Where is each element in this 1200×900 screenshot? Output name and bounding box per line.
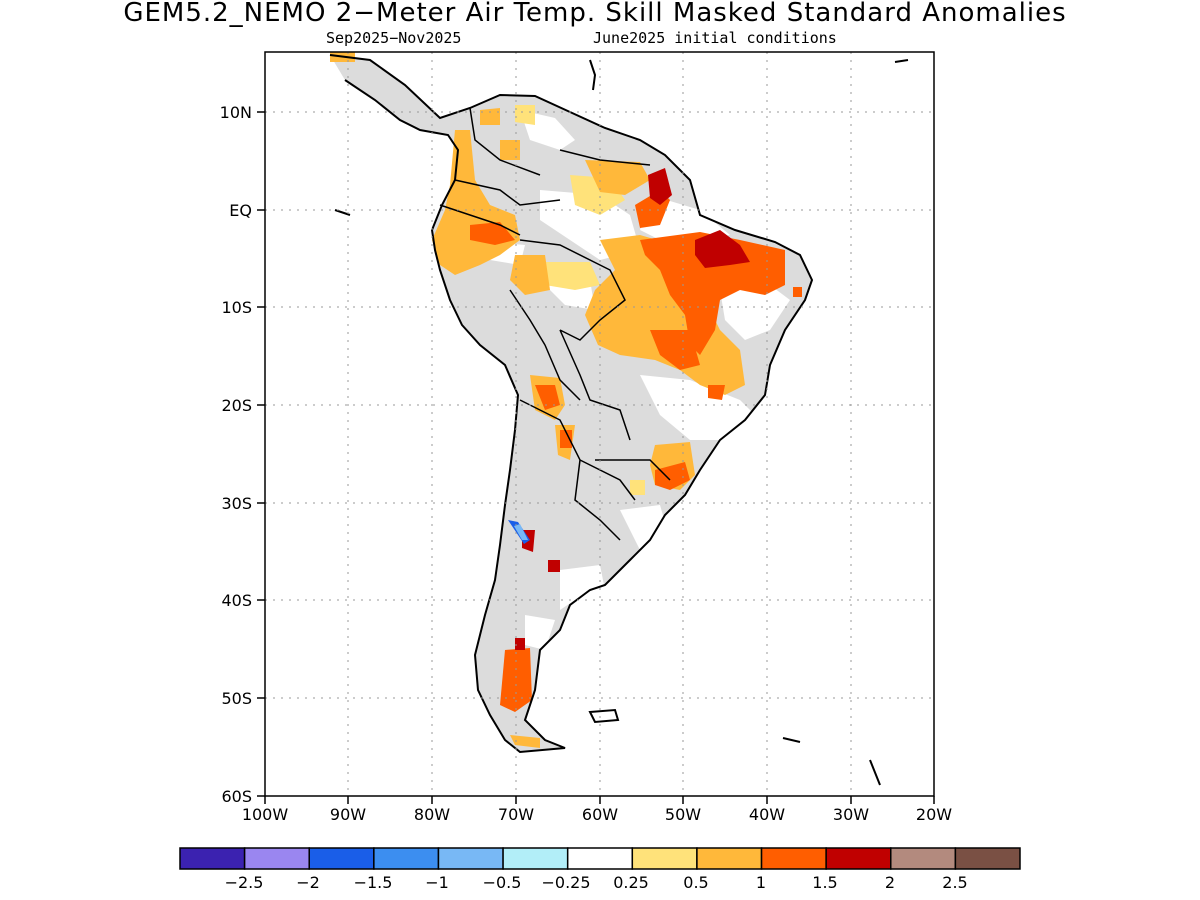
anomaly-1-1.5: [470, 190, 802, 712]
lat-label: 10N: [220, 103, 252, 122]
orange-patch: [510, 255, 550, 295]
dark-orange-patch: [793, 287, 802, 297]
lat-label: EQ: [229, 201, 252, 220]
dark-orange-patch: [708, 385, 725, 400]
yellow-patch: [515, 105, 535, 125]
white-patch: [620, 505, 670, 550]
falkland-islands: [588, 708, 620, 724]
colorbar-swatch: [437, 847, 504, 870]
colorbar-swatch: [954, 847, 1021, 870]
map-title: GEM5.2_NEMO 2−Meter Air Temp. Skill Mask…: [123, 0, 1067, 28]
colorbar-label: −2: [296, 873, 320, 892]
colorbar-labels: −2.5 −2 −1.5 −1 −0.5 −0.25 0.25 0.5 1 1.…: [225, 873, 968, 892]
colorbar-swatch: [825, 847, 892, 870]
colorbar-label: −1.5: [354, 873, 393, 892]
galapagos: [334, 209, 351, 216]
colorbar-label: 1.5: [812, 873, 837, 892]
colorbar-swatch: [502, 847, 569, 870]
colorbar-swatch: [373, 847, 440, 870]
islands: [334, 59, 909, 786]
lon-label: 20W: [916, 805, 952, 824]
light-blue-patch: [514, 524, 528, 540]
colorbar-label: 0.25: [613, 873, 649, 892]
lat-labels: 10N EQ 10S 20S 30S 40S 50S 60S: [220, 103, 252, 806]
colorbar-swatch: [760, 847, 827, 870]
yellow-patch: [630, 480, 645, 495]
lat-label: 60S: [221, 787, 252, 806]
colorbar-swatch: [179, 847, 246, 870]
negative-anomalies: [508, 520, 530, 544]
subtitle-initial-conditions: June2025 initial conditions: [593, 29, 837, 47]
red-patch: [548, 560, 560, 572]
yellow-patch: [540, 262, 600, 290]
subtitle-season: Sep2025−Nov2025: [326, 29, 462, 47]
colorbar-label: −0.5: [483, 873, 522, 892]
caribbean-islands: [589, 59, 597, 91]
lon-label: 60W: [582, 805, 618, 824]
lat-label: 30S: [221, 494, 252, 513]
red-patch: [695, 230, 750, 268]
colorbar-label: 2: [885, 873, 895, 892]
south-georgia: [782, 737, 801, 743]
dark-orange-patch: [640, 232, 785, 355]
white-patch: [720, 285, 790, 340]
coastline: [329, 54, 814, 754]
dark-orange-patch: [560, 430, 572, 448]
dark-orange-patch: [500, 648, 532, 712]
colorbar: [179, 847, 1021, 870]
colorbar-swatch: [243, 847, 310, 870]
red-patch: [648, 168, 672, 205]
dark-orange-patch: [650, 330, 700, 370]
orange-patch: [585, 235, 745, 395]
atlantic-islet: [869, 759, 881, 786]
white-patch: [640, 375, 760, 440]
colorbar-label: 1: [756, 873, 766, 892]
caribbean-islet: [894, 59, 909, 63]
dark-orange-patch: [655, 462, 690, 490]
lon-label: 80W: [414, 805, 450, 824]
coastlines: [329, 54, 814, 754]
country-border: [439, 107, 671, 541]
colorbar-swatch: [566, 847, 634, 870]
white-patch: [525, 615, 555, 650]
lat-label: 10S: [221, 298, 252, 317]
orange-patch: [585, 160, 650, 195]
lat-label: 50S: [221, 689, 252, 708]
lon-label: 100W: [242, 805, 289, 824]
lon-labels: 100W 90W 80W 70W 60W 50W 40W 30W 20W: [242, 805, 952, 824]
lon-label: 70W: [498, 805, 534, 824]
colorbar-label: −2.5: [225, 873, 264, 892]
red-patch: [515, 638, 525, 650]
colorbar-label: −0.25: [541, 873, 590, 892]
colorbar-label: 2.5: [942, 873, 967, 892]
dark-orange-patch: [470, 222, 515, 245]
colorbar-swatch: [631, 847, 698, 870]
orange-patch: [480, 108, 500, 125]
dark-orange-patch: [535, 385, 560, 410]
lon-label: 90W: [330, 805, 366, 824]
axis-ticks: [257, 111, 935, 804]
colorbar-label: −1: [425, 873, 449, 892]
lon-label: 50W: [665, 805, 701, 824]
colorbar-swatch: [308, 847, 375, 870]
lon-label: 40W: [749, 805, 785, 824]
lon-label: 30W: [833, 805, 869, 824]
colorbar-swatch: [696, 847, 763, 870]
colorbar-swatch: [890, 847, 957, 870]
colorbar-label: 0.5: [683, 873, 708, 892]
orange-patch: [500, 140, 520, 160]
map-plot: [329, 52, 909, 786]
orange-patch: [510, 735, 540, 748]
white-patch: [560, 565, 605, 610]
lat-label: 40S: [221, 591, 252, 610]
lat-label: 20S: [221, 396, 252, 415]
